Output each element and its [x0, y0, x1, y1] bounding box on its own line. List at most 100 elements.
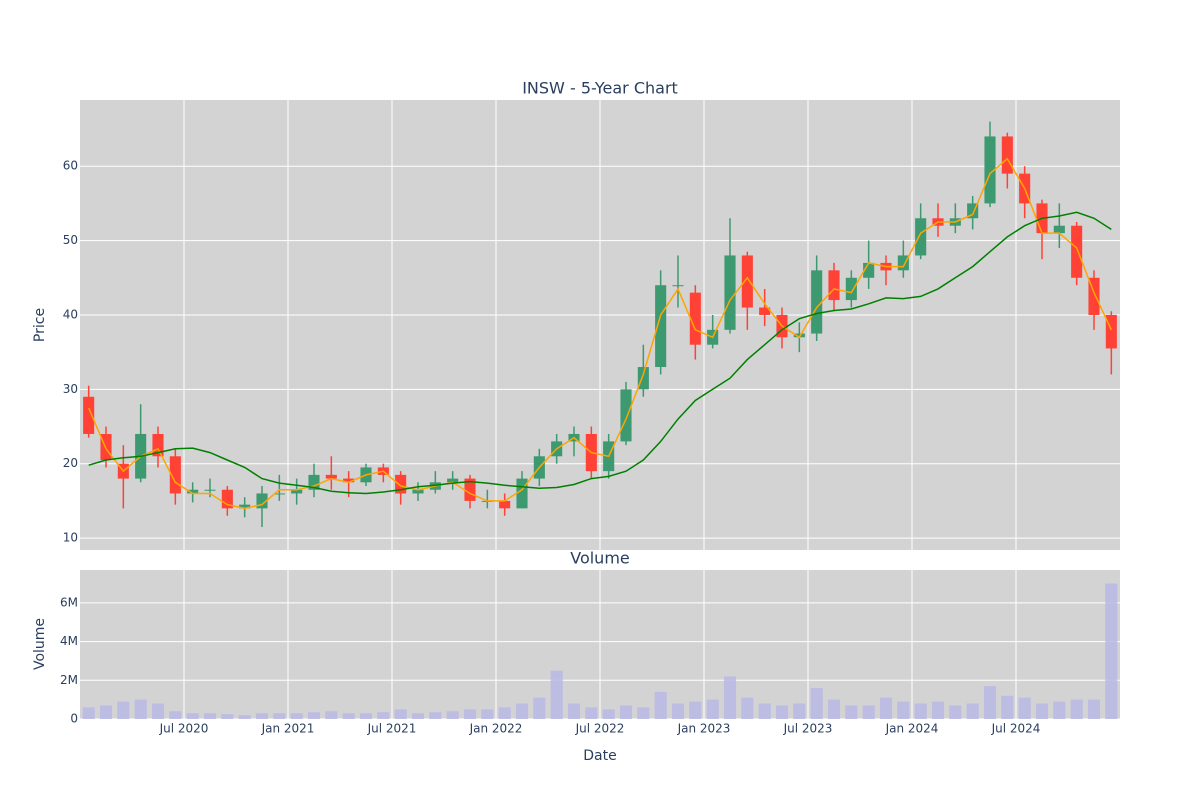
- volume-bar: [238, 715, 251, 719]
- x-tick-label: Jan 2023: [677, 722, 731, 736]
- y-tick-label: 0: [70, 712, 78, 726]
- volume-bar: [654, 691, 667, 719]
- volume-bar: [359, 713, 373, 719]
- candle-body: [915, 218, 927, 256]
- y-tick-label: 20: [63, 456, 78, 470]
- candle-body: [83, 396, 95, 434]
- volume-bar: [862, 705, 875, 719]
- volume-bar: [307, 712, 321, 719]
- y-axis-title: Price: [32, 308, 48, 342]
- candle-body: [464, 478, 476, 501]
- volume-bar: [99, 705, 113, 719]
- x-tick-label: Jul 2020: [159, 722, 209, 736]
- volume-bar: [741, 697, 754, 719]
- volume-bar: [983, 686, 997, 719]
- volume-bar: [966, 703, 979, 719]
- volume-bar: [429, 712, 442, 719]
- volume-bar: [723, 676, 737, 719]
- volume-axis-title: Volume: [32, 618, 48, 670]
- candle-body: [724, 255, 736, 330]
- candle-body: [204, 489, 216, 491]
- candle-body: [273, 493, 285, 495]
- y-tick-label: 60: [63, 159, 78, 173]
- volume-bar: [619, 705, 633, 719]
- candle-body: [828, 270, 840, 301]
- candle-body: [811, 270, 823, 334]
- candle-body: [637, 367, 649, 390]
- x-tick-label: Jul 2021: [367, 722, 417, 736]
- y-tick-label: 40: [63, 307, 78, 321]
- volume-bar: [1070, 699, 1083, 719]
- moving-average: [88, 211, 1112, 495]
- candle-body: [863, 262, 875, 278]
- chart-title: INSW - 5-Year Chart: [522, 79, 678, 98]
- volume-bar: [498, 707, 511, 719]
- volume-bar: [1105, 583, 1118, 719]
- volume-bar: [325, 711, 338, 719]
- candle-body: [395, 474, 407, 494]
- candle-body: [221, 489, 233, 509]
- volume-bar: [273, 713, 286, 719]
- volume-bar: [1087, 699, 1101, 719]
- volume-bar: [879, 697, 893, 719]
- volume-bar: [775, 705, 789, 719]
- candle-body: [620, 389, 632, 442]
- volume-bar: [567, 703, 581, 719]
- x-tick-label: Jan 2021: [261, 722, 315, 736]
- volume-bar: [411, 713, 425, 719]
- volume-bar: [1018, 697, 1031, 719]
- candle-body: [308, 474, 320, 490]
- volume-bar: [810, 688, 823, 719]
- candle-body: [1053, 225, 1065, 234]
- candle-body: [256, 493, 268, 509]
- candle-body: [499, 500, 511, 509]
- volume-bar: [151, 703, 165, 719]
- volume-bar: [394, 709, 407, 719]
- volume-bar: [186, 713, 199, 719]
- volume-title: Volume: [570, 549, 630, 568]
- volume-bar: [689, 701, 702, 719]
- candle-body: [239, 504, 251, 509]
- candle-body: [897, 255, 909, 271]
- volume-bar: [671, 703, 685, 719]
- volume-bar: [169, 711, 182, 719]
- x-tick-label: Jan 2024: [885, 722, 939, 736]
- moving-average: [88, 157, 1112, 510]
- volume-bar: [637, 707, 650, 719]
- candle-body: [741, 255, 753, 308]
- candle-body: [984, 136, 996, 204]
- candle-body: [169, 456, 181, 494]
- volume-bar: [515, 703, 529, 719]
- volume-bar: [550, 670, 563, 719]
- volume-bar: [533, 697, 546, 719]
- candle-body: [759, 307, 771, 315]
- candle-body: [343, 478, 355, 483]
- volume-bar: [134, 699, 147, 719]
- volume-bar: [1035, 703, 1049, 719]
- candle-body: [291, 489, 303, 494]
- candle-body: [1088, 277, 1100, 315]
- y-tick-label: 30: [63, 382, 78, 396]
- volume-bar: [117, 701, 130, 719]
- candle-body: [689, 292, 701, 345]
- volume-bar: [897, 701, 910, 719]
- candle-body: [187, 489, 199, 494]
- volume-bar: [377, 712, 390, 719]
- volume-bar: [255, 713, 269, 719]
- candle-body: [447, 478, 459, 483]
- volume-bar: [203, 713, 217, 719]
- x-tick-label: Jan 2022: [469, 722, 523, 736]
- volume-bar: [1001, 695, 1014, 719]
- candle-body: [672, 285, 684, 287]
- volume-bar: [221, 714, 234, 719]
- candle-body: [325, 474, 337, 479]
- candle-body: [1001, 136, 1013, 174]
- volume-bar: [914, 703, 927, 719]
- y-tick-label: 2M: [60, 673, 78, 687]
- x-tick-label: Jul 2024: [991, 722, 1041, 736]
- candle-body: [516, 478, 528, 509]
- candle-body: [412, 489, 424, 494]
- volume-bar: [1053, 701, 1066, 719]
- y-tick-label: 50: [63, 233, 78, 247]
- volume-bar: [463, 709, 477, 719]
